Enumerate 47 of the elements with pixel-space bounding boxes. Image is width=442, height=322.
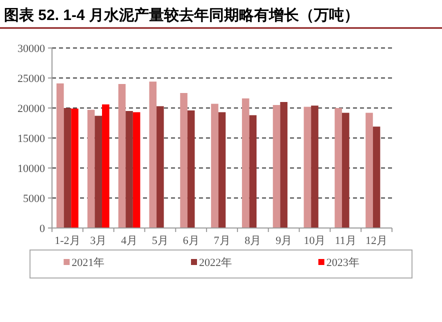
bar bbox=[64, 108, 72, 228]
bar bbox=[56, 83, 64, 228]
y-tick-label: 15000 bbox=[18, 133, 46, 145]
x-tick-label: 12月 bbox=[366, 235, 388, 247]
bar bbox=[372, 126, 380, 228]
bar bbox=[272, 105, 280, 228]
y-tick-label: 30000 bbox=[18, 43, 46, 55]
bar bbox=[87, 110, 95, 228]
x-tick-label: 1-2月 bbox=[54, 235, 80, 247]
bar bbox=[311, 106, 318, 228]
x-tick-label: 7月 bbox=[214, 235, 230, 247]
bar bbox=[342, 112, 350, 228]
bar bbox=[126, 111, 133, 228]
x-tick-label: 5月 bbox=[152, 235, 168, 247]
bar bbox=[71, 108, 78, 228]
bar bbox=[156, 106, 164, 228]
x-tick-label: 11月 bbox=[334, 235, 356, 247]
legend-label: 2022年 bbox=[199, 257, 232, 269]
y-tick-label: 20000 bbox=[18, 103, 46, 115]
x-tick-label: 8月 bbox=[244, 235, 262, 247]
x-tick-label: 3月 bbox=[90, 235, 107, 247]
bar bbox=[334, 108, 342, 228]
bar bbox=[180, 93, 188, 228]
bar bbox=[218, 112, 226, 228]
x-tick-label: 6月 bbox=[182, 235, 200, 247]
bar bbox=[280, 102, 288, 228]
legend-label: 2023年 bbox=[326, 257, 360, 269]
bar bbox=[132, 112, 140, 228]
y-tick-label: 10000 bbox=[18, 163, 46, 175]
y-tick-label: 25000 bbox=[18, 73, 46, 85]
bar bbox=[187, 110, 195, 228]
bar bbox=[211, 104, 218, 228]
bar bbox=[102, 104, 110, 228]
bar bbox=[304, 106, 312, 228]
y-tick-label: 0 bbox=[40, 223, 46, 235]
bar bbox=[94, 116, 102, 228]
x-tick-label: 10月 bbox=[304, 235, 326, 247]
legend-label: 2021年 bbox=[72, 257, 105, 269]
bar bbox=[118, 84, 126, 228]
bar bbox=[242, 98, 250, 228]
bar bbox=[149, 82, 157, 228]
x-tick-label: 9月 bbox=[276, 235, 292, 247]
x-tick-label: 4月 bbox=[121, 235, 138, 247]
y-tick-label: 5000 bbox=[23, 193, 46, 205]
bar bbox=[249, 115, 257, 228]
bar bbox=[366, 112, 373, 228]
chart-title: 图表 52. 1-4 月水泥产量较去年同期略有增长（万吨） bbox=[4, 7, 360, 24]
